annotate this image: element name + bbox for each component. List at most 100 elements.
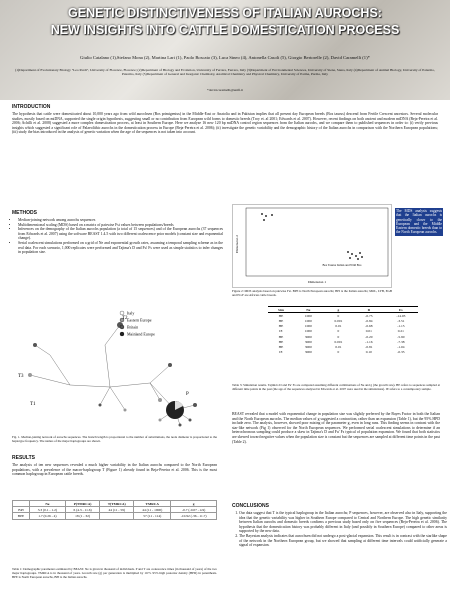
table-cell: 0.01: [335, 324, 342, 329]
table-row: HE 3000 0 -0.20 -5.90: [268, 334, 418, 339]
table-cell: 57 (11 - 114): [133, 512, 172, 520]
figure-caption: Fig. 1. Median-joining network of auroch…: [12, 435, 217, 443]
table-cell: [99, 512, 135, 520]
table-cell: 18 (1 - 32): [64, 512, 101, 520]
affiliations: (1)Department of Evolutionary Biology "L…: [15, 68, 435, 77]
method-item: Median-joining network among aurochs seq…: [18, 218, 223, 223]
table-cell: 0: [337, 350, 340, 355]
table-row: BPE 1.7 (0.26 - 4) 18 (1 - 32) 57 (11 - 114…: [12, 512, 217, 520]
table-cell: -0.35: [397, 350, 405, 355]
header-row: Sim Ne g D Fs: [268, 305, 418, 314]
table-cell: HE: [278, 313, 284, 318]
plot-legend: Bos Taurus Italian and Wild Bos: [323, 263, 363, 267]
table-cell: HE: [278, 324, 284, 329]
method-item: Multidimensional scaling (MDS) based on …: [18, 223, 223, 228]
table-cell: 0.001: [334, 339, 343, 344]
method-item: Inferences on the demography of the Ital…: [18, 227, 223, 241]
x-axis-label: Dimension 1: [308, 280, 326, 284]
header-cell: g: [322, 305, 354, 314]
table-cell: 3000: [304, 344, 312, 349]
introduction-text: The hypothesis that cattle were domestic…: [12, 112, 438, 135]
section-heading: RESULTS: [12, 455, 35, 461]
table-cell: 0.10: [365, 350, 372, 355]
table-caption: Table 3: Simulation results. Tajima's D …: [232, 383, 440, 391]
title: GENETIC DISTINCTIVENESS OF ITALIAN AUROC…: [68, 6, 382, 20]
legend-label: Britain: [127, 325, 138, 330]
section-heading: INTRODUCTION: [12, 104, 51, 110]
table-cell: 1000: [304, 313, 312, 318]
legend-label: Eastern Europe: [127, 318, 152, 323]
header-cell: Ne: [293, 305, 323, 314]
table-row: HE 1000 0.01 -0.68 -1.15: [268, 324, 418, 329]
methods-list: Median-joining network among aurochs seq…: [12, 218, 223, 255]
results-text: BEAST revealed that a model with exponen…: [232, 412, 440, 444]
conclusion-item: Our data suggest that T is the typical h…: [239, 511, 447, 534]
table-cell: BPE: [12, 512, 30, 520]
table-cell: -14.03: [396, 313, 406, 318]
table-cell: -7.38: [397, 339, 405, 344]
table-cell: -0.81: [365, 344, 373, 349]
header-cell: D: [353, 305, 384, 314]
header-background: [0, 0, 450, 100]
table-row: HE 1000 0.001 -0.84 -3.51: [268, 318, 418, 323]
email: *david.caramelli@unifi.it: [206, 88, 244, 92]
mds-points: [261, 213, 363, 260]
table-row: HE 1000 0 -0.75 -14.03: [268, 313, 418, 319]
table-cell: 1000: [304, 324, 312, 329]
table-cell: -3.51: [397, 318, 405, 323]
table-cell: HE: [278, 334, 284, 339]
table-cell: -5.90: [397, 334, 405, 339]
table-cell: 1.7 (0.26 - 4): [28, 512, 66, 520]
table-cell: 3000: [304, 334, 312, 339]
table-cell: 1000: [304, 329, 312, 334]
table-cell: -1.16: [365, 339, 373, 344]
header-cell: Fs: [383, 305, 418, 314]
table-caption: Table 1: Demographic parameters estimate…: [12, 567, 217, 579]
results-text: The analysis of ten new sequences reveal…: [12, 463, 217, 477]
conclusions-list: Our data suggest that T is the typical h…: [232, 511, 447, 548]
table-cell: -0.75: [365, 313, 373, 318]
section-heading: CONCLUSIONS: [232, 503, 269, 509]
table-cell: 0.21: [397, 329, 404, 334]
section-heading: METHODS: [12, 210, 37, 216]
simulation-table: Sim Ne g D Fs HE 1000 0 -0.75 -14.03 HE 1000 0.001 -0…: [268, 305, 418, 355]
conclusion-item: The Bayesian analysis indicates that aur…: [239, 534, 447, 548]
table-cell: 3000: [304, 350, 312, 355]
table-cell: -0.20: [365, 334, 373, 339]
haplogroup-label: T3: [18, 374, 24, 379]
table-row: HE 3000 0.01 -0.81 -1.04: [268, 344, 418, 349]
method-item: Serial coalescent simulations performed …: [18, 241, 223, 255]
table-cell: -0.84: [365, 318, 373, 323]
y-axis-label: Dimension 2: [235, 235, 239, 253]
table-row: IE 1000 0 0.01 0.21: [268, 329, 418, 334]
table-cell: HE: [278, 318, 284, 323]
table-cell: HE: [278, 339, 284, 344]
legend-label: Mainland Europe: [127, 332, 155, 337]
legend-swatch: [119, 310, 125, 316]
table-row: HE 3000 0.001 -1.16 -7.38: [268, 339, 418, 344]
legend-label: Italy: [127, 311, 134, 316]
table-cell: -1.04: [397, 344, 405, 349]
table-cell: 3000: [304, 339, 312, 344]
plot-area: [245, 207, 389, 277]
network-edges: [29, 324, 196, 426]
legend-swatch: [119, 317, 125, 323]
table-cell: 0.001: [334, 318, 343, 323]
table-cell: -0.68: [365, 324, 373, 329]
mds-figure: Dimension 1 Dimension 2 Bos Taurus Itali…: [232, 204, 392, 288]
authors: Giulio Catalano (1),Stefano Mona (2), Ma…: [80, 55, 370, 60]
table-cell: HE: [278, 344, 284, 349]
table-row: IE 3000 0 0.10 -0.35: [268, 350, 418, 355]
table-cell: -10.92 (-36 - 11.7): [170, 512, 217, 520]
frame: [232, 204, 392, 288]
haplogroup-label: T2: [122, 316, 128, 321]
table-cell: -1.15: [397, 324, 405, 329]
title: NEW INSIGHTS INTO CATTLE DOMESTICATION P…: [50, 23, 400, 37]
haplogroup-label: T1: [30, 402, 36, 407]
network-figure: Italy Eastern Europe Britain Mainland Europ…: [18, 310, 197, 427]
header-cell: Sim: [268, 305, 294, 314]
table-cell: IE: [279, 350, 283, 355]
legend-swatch: [119, 324, 125, 330]
haplogroup-label: P: [186, 392, 189, 397]
